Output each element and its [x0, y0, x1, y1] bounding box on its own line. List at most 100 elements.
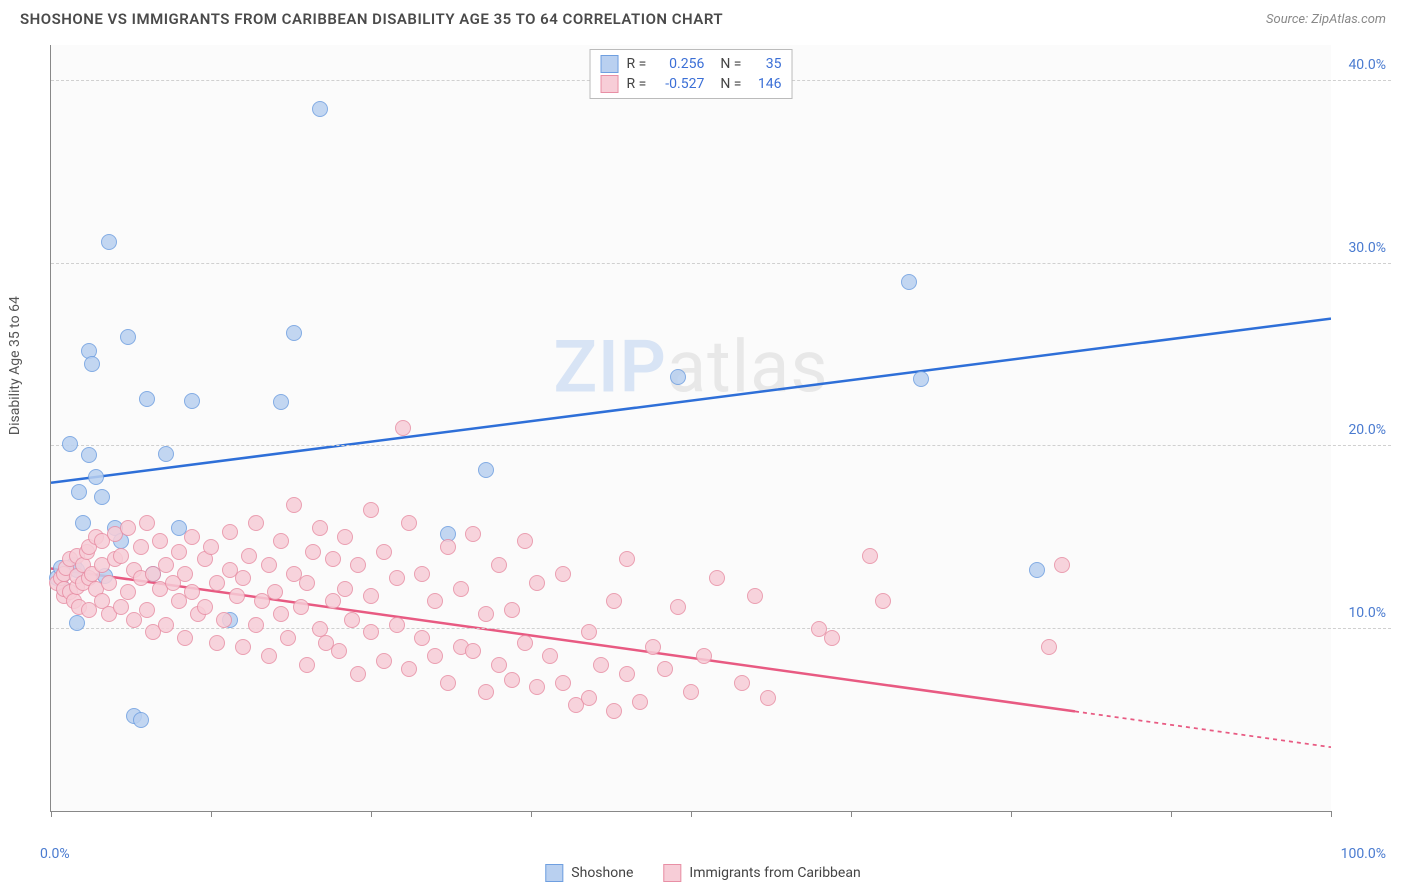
legend-stats-box: R =0.256N =35R =-0.527N =146: [590, 49, 793, 99]
data-point-caribbean: [209, 575, 225, 591]
data-point-caribbean: [158, 617, 174, 633]
data-point-shoshone: [478, 462, 494, 478]
data-point-caribbean: [203, 539, 219, 555]
x-tick-max: 100.0%: [1341, 846, 1386, 862]
data-point-caribbean: [267, 584, 283, 600]
data-point-caribbean: [645, 639, 661, 655]
data-point-caribbean: [389, 570, 405, 586]
data-point-caribbean: [632, 694, 648, 710]
data-point-caribbean: [389, 617, 405, 633]
data-point-caribbean: [293, 599, 309, 615]
x-tick: [851, 811, 852, 817]
swatch-icon: [545, 864, 563, 882]
data-point-caribbean: [325, 593, 341, 609]
x-tick: [1331, 811, 1332, 817]
data-point-caribbean: [824, 630, 840, 646]
data-point-caribbean: [414, 630, 430, 646]
data-point-caribbean: [542, 648, 558, 664]
data-point-caribbean: [248, 515, 264, 531]
data-point-caribbean: [1041, 639, 1057, 655]
data-point-shoshone: [901, 274, 917, 290]
data-point-shoshone: [286, 325, 302, 341]
data-point-caribbean: [299, 657, 315, 673]
stat-n-label: N =: [720, 56, 741, 72]
data-point-caribbean: [305, 544, 321, 560]
data-point-caribbean: [440, 675, 456, 691]
x-tick: [691, 811, 692, 817]
data-point-caribbean: [286, 497, 302, 513]
data-point-caribbean: [216, 612, 232, 628]
data-point-caribbean: [248, 617, 264, 633]
legend-item-caribbean: Immigrants from Caribbean: [663, 864, 860, 882]
data-point-caribbean: [113, 599, 129, 615]
x-tick: [1011, 811, 1012, 817]
data-point-caribbean: [606, 703, 622, 719]
data-point-caribbean: [491, 657, 507, 673]
data-point-caribbean: [427, 648, 443, 664]
data-point-caribbean: [197, 599, 213, 615]
data-point-shoshone: [913, 371, 929, 387]
data-point-caribbean: [670, 599, 686, 615]
chart-container: Disability Age 35 to 64 ZIPatlas R =0.25…: [50, 45, 1391, 837]
plot-area: ZIPatlas R =0.256N =35R =-0.527N =146 10…: [50, 45, 1331, 812]
x-tick-min: 0.0%: [40, 846, 70, 862]
legend-label: Immigrants from Caribbean: [689, 865, 860, 881]
data-point-shoshone: [75, 515, 91, 531]
x-tick: [51, 811, 52, 817]
data-point-caribbean: [363, 502, 379, 518]
data-point-caribbean: [747, 588, 763, 604]
data-point-caribbean: [222, 524, 238, 540]
data-point-caribbean: [529, 575, 545, 591]
data-point-caribbean: [414, 566, 430, 582]
y-axis-label: Disability Age 35 to 64: [7, 296, 23, 435]
data-point-shoshone: [120, 329, 136, 345]
data-point-caribbean: [344, 612, 360, 628]
bottom-legend: Shoshone Immigrants from Caribbean: [545, 864, 860, 882]
data-point-shoshone: [158, 446, 174, 462]
data-point-shoshone: [71, 484, 87, 500]
data-point-caribbean: [133, 539, 149, 555]
legend-label: Shoshone: [571, 865, 633, 881]
y-tick-label: 20.0%: [1348, 422, 1386, 438]
data-point-caribbean: [478, 684, 494, 700]
data-point-caribbean: [120, 520, 136, 536]
data-point-caribbean: [619, 551, 635, 567]
data-point-shoshone: [273, 394, 289, 410]
data-point-shoshone: [81, 447, 97, 463]
data-point-caribbean: [235, 639, 251, 655]
x-tick: [1171, 811, 1172, 817]
data-point-caribbean: [657, 661, 673, 677]
data-point-caribbean: [395, 420, 411, 436]
data-point-caribbean: [555, 675, 571, 691]
y-tick-label: 10.0%: [1348, 605, 1386, 621]
data-point-caribbean: [709, 570, 725, 586]
data-point-caribbean: [363, 588, 379, 604]
data-point-caribbean: [465, 526, 481, 542]
stat-n-label: N =: [720, 76, 741, 92]
stat-r-label: R =: [627, 76, 647, 92]
data-point-shoshone: [69, 615, 85, 631]
data-point-caribbean: [517, 533, 533, 549]
legend-stats-row-caribbean: R =-0.527N =146: [601, 74, 782, 94]
chart-source: Source: ZipAtlas.com: [1266, 12, 1386, 27]
stat-r-value: -0.527: [654, 76, 704, 92]
data-point-caribbean: [235, 570, 251, 586]
data-point-caribbean: [350, 557, 366, 573]
data-point-caribbean: [139, 602, 155, 618]
y-tick-label: 40.0%: [1348, 57, 1386, 73]
data-point-caribbean: [875, 593, 891, 609]
data-point-caribbean: [453, 581, 469, 597]
data-point-caribbean: [261, 648, 277, 664]
grid-line: [51, 263, 1391, 264]
data-point-caribbean: [261, 557, 277, 573]
data-point-caribbean: [209, 635, 225, 651]
data-point-caribbean: [229, 588, 245, 604]
data-point-caribbean: [862, 548, 878, 564]
data-point-caribbean: [273, 533, 289, 549]
data-point-caribbean: [1054, 557, 1070, 573]
data-point-caribbean: [581, 690, 597, 706]
stat-r-value: 0.256: [654, 56, 704, 72]
x-tick: [531, 811, 532, 817]
data-point-caribbean: [158, 557, 174, 573]
stat-r-label: R =: [627, 56, 647, 72]
